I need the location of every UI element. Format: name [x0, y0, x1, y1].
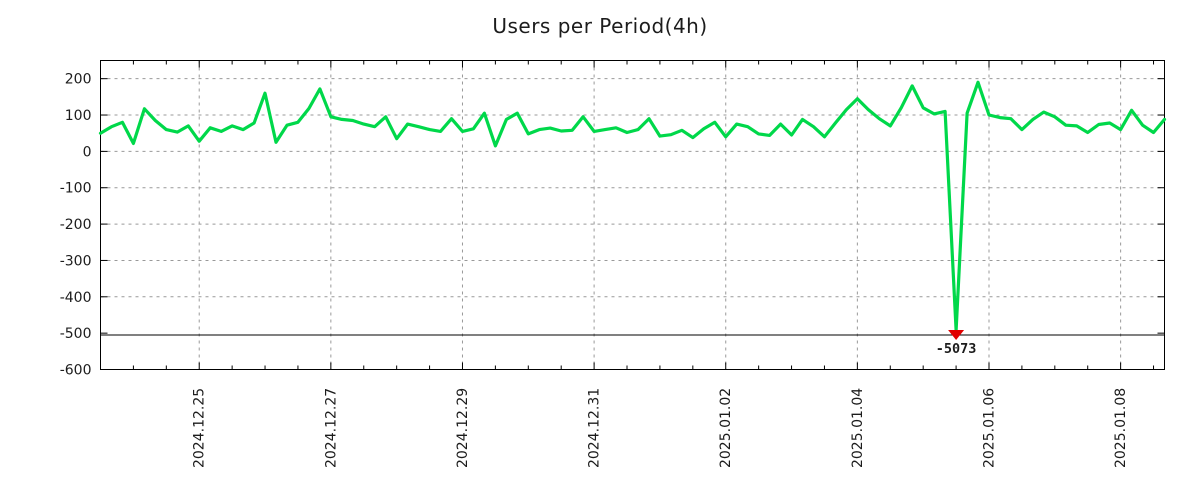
y-tick-label: 200 [65, 72, 92, 88]
x-tick-label: 2024.12.25 [192, 388, 208, 468]
y-tick-label: -400 [60, 290, 92, 306]
x-tick-label: 2024.12.29 [455, 388, 471, 468]
y-tick-label: -100 [60, 181, 92, 197]
y-tick-label: -600 [60, 363, 92, 379]
plot-border [100, 60, 1165, 370]
y-tick-label: -300 [60, 253, 92, 269]
y-tick-label: -500 [60, 326, 92, 342]
x-tick-label: 2025.01.02 [718, 388, 734, 468]
y-tick-label: 0 [83, 144, 92, 160]
x-tick-label: 2024.12.27 [323, 388, 339, 468]
chart-title: Users per Period(4h) [492, 14, 708, 38]
x-tick-label: 2025.01.06 [981, 388, 997, 468]
y-tick-label: -200 [60, 217, 92, 233]
data-series-line [98, 80, 1167, 332]
min-value-label: -5073 [936, 341, 977, 357]
x-tick-label: 2025.01.08 [1113, 388, 1129, 468]
min-marker-icon [948, 329, 965, 340]
y-tick-label: 100 [65, 108, 92, 124]
x-tick-label: 2025.01.04 [850, 388, 866, 468]
x-tick-label: 2024.12.31 [587, 388, 603, 468]
